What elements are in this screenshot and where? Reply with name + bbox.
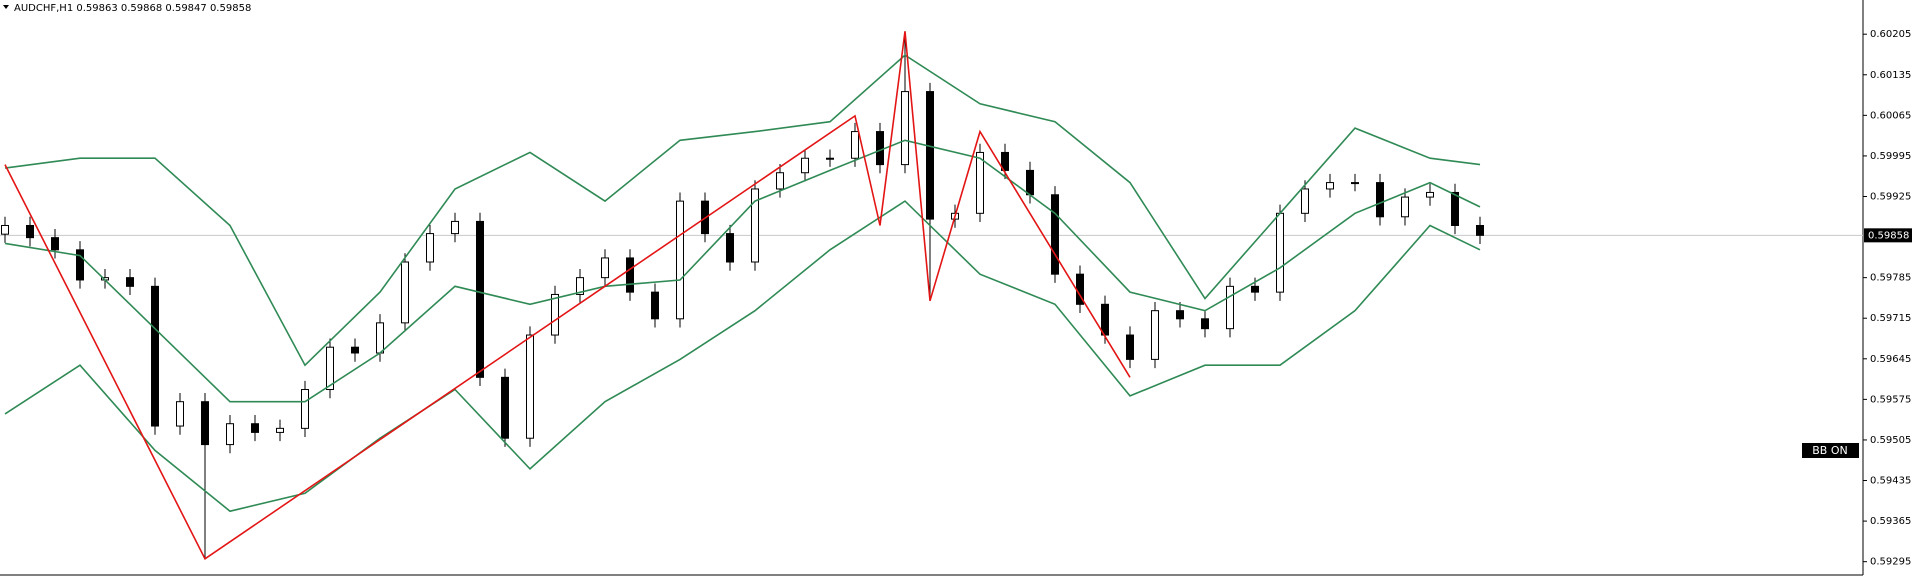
y-tick-label: 0.59715 (1870, 313, 1911, 324)
candle-body (1476, 224, 1484, 236)
y-tick-label: 0.59435 (1870, 476, 1911, 487)
candle-body (76, 249, 84, 281)
candle-body (1226, 285, 1234, 330)
candle-body (26, 224, 34, 239)
candle-body (251, 423, 259, 433)
band-lower (4, 200, 1481, 513)
candle-body (451, 220, 459, 235)
y-tick-label: 0.59645 (1870, 354, 1911, 365)
candle-body (576, 277, 584, 295)
candle-body (176, 401, 184, 427)
y-tick-label: 0.59925 (1870, 191, 1911, 202)
current-price-box (1864, 228, 1912, 243)
candle-body (651, 291, 659, 320)
candle-body (376, 322, 384, 354)
candle-body (501, 376, 509, 439)
candle-body (801, 157, 809, 174)
candle-body (276, 427, 284, 433)
candle-body (201, 401, 209, 446)
candle-body (226, 423, 234, 446)
candle-body (1426, 191, 1434, 198)
candle-body (1151, 310, 1159, 360)
candle-body (1051, 194, 1059, 275)
candle-body (726, 233, 734, 263)
candle-body (826, 157, 834, 160)
candle-body (1351, 182, 1359, 185)
y-tick-label: 0.59575 (1870, 394, 1911, 405)
candle-body (1101, 303, 1109, 336)
zigzag (4, 31, 1131, 560)
candle-body (151, 285, 159, 427)
candle-body (626, 257, 634, 293)
candle-body (901, 91, 909, 166)
candle-body (351, 346, 359, 354)
y-tick-label: 0.60065 (1870, 110, 1911, 121)
y-tick-label: 0.60205 (1870, 29, 1911, 40)
candle-body (601, 257, 609, 279)
candle-body (1126, 334, 1134, 360)
annotation-box (1802, 443, 1859, 458)
candle-body (426, 233, 434, 263)
candle-body (1451, 191, 1459, 226)
candle-body (326, 346, 334, 391)
candle-body (301, 389, 309, 429)
candle-body (1201, 318, 1209, 330)
candle-body (51, 237, 59, 251)
candle-body (751, 188, 759, 263)
y-tick-label: 0.59505 (1870, 435, 1911, 446)
candle-body (1026, 169, 1034, 196)
candle-body (1276, 212, 1284, 293)
y-tick-label: 0.59365 (1870, 516, 1911, 527)
candle-body (676, 200, 684, 320)
candle-body (776, 172, 784, 190)
candle-body (1301, 188, 1309, 214)
annotation: BB ON (1812, 444, 1847, 457)
y-tick-label: 0.59295 (1870, 557, 1911, 568)
candle-body (1251, 285, 1259, 293)
candle-body (876, 131, 884, 166)
candle-body (926, 91, 934, 220)
candle-body (526, 334, 534, 439)
candle-body (851, 131, 859, 159)
candle-body (976, 151, 984, 214)
chart-title: AUDCHF,H1 0.59863 0.59868 0.59847 0.5985… (14, 3, 251, 14)
candle-body (1376, 182, 1384, 218)
candle-body (1401, 196, 1409, 218)
y-tick-label: 0.60135 (1870, 70, 1911, 81)
candle-body (1, 224, 9, 235)
candle-body (551, 293, 559, 336)
candle-body (401, 261, 409, 324)
candle-body (1001, 151, 1009, 171)
band-middle (4, 139, 1481, 403)
candle-body (1326, 182, 1334, 190)
candle-body (126, 277, 134, 287)
menu-arrow[interactable] (3, 5, 9, 9)
y-tick-label: 0.59995 (1870, 151, 1911, 162)
current-price-label: 0.59858 (1868, 230, 1909, 241)
y-tick-label: 0.59785 (1870, 273, 1911, 284)
band-upper (4, 54, 1481, 367)
candle-body (1176, 310, 1184, 320)
candle-body (476, 220, 484, 378)
